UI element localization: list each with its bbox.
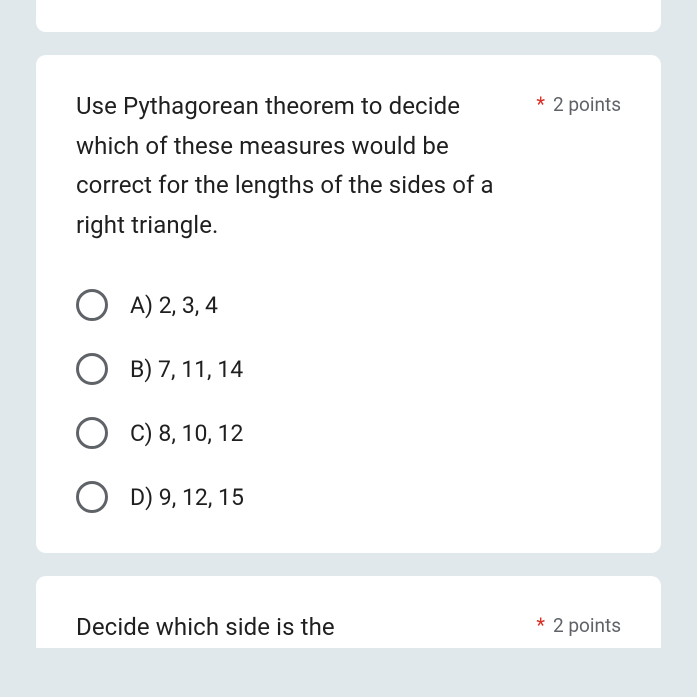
- required-marker: *: [536, 615, 545, 635]
- option-a[interactable]: A) 2, 3, 4: [76, 289, 621, 321]
- points-label: 2 points: [553, 93, 621, 116]
- option-label: D) 9, 12, 15: [130, 484, 244, 511]
- radio-icon: [76, 481, 108, 513]
- radio-icon: [76, 417, 108, 449]
- question-meta: * 2 points: [536, 87, 621, 116]
- question-card-1: Use Pythagorean theorem to decide which …: [36, 55, 661, 553]
- option-label: C) 8, 10, 12: [130, 420, 243, 447]
- option-label: A) 2, 3, 4: [130, 292, 218, 319]
- question-header: Decide which side is the * 2 points: [76, 608, 621, 648]
- previous-card-stub: [36, 0, 661, 32]
- question-card-2: Decide which side is the * 2 points: [36, 576, 661, 648]
- question-text: Use Pythagorean theorem to decide which …: [76, 87, 516, 245]
- option-label: B) 7, 11, 14: [130, 356, 243, 383]
- option-b[interactable]: B) 7, 11, 14: [76, 353, 621, 385]
- question-meta: * 2 points: [536, 608, 621, 637]
- options-group: A) 2, 3, 4 B) 7, 11, 14 C) 8, 10, 12 D) …: [76, 289, 621, 513]
- points-label: 2 points: [553, 614, 621, 637]
- option-d[interactable]: D) 9, 12, 15: [76, 481, 621, 513]
- question-text: Decide which side is the: [76, 608, 335, 648]
- option-c[interactable]: C) 8, 10, 12: [76, 417, 621, 449]
- required-marker: *: [536, 94, 545, 114]
- question-header: Use Pythagorean theorem to decide which …: [76, 87, 621, 245]
- radio-icon: [76, 353, 108, 385]
- radio-icon: [76, 289, 108, 321]
